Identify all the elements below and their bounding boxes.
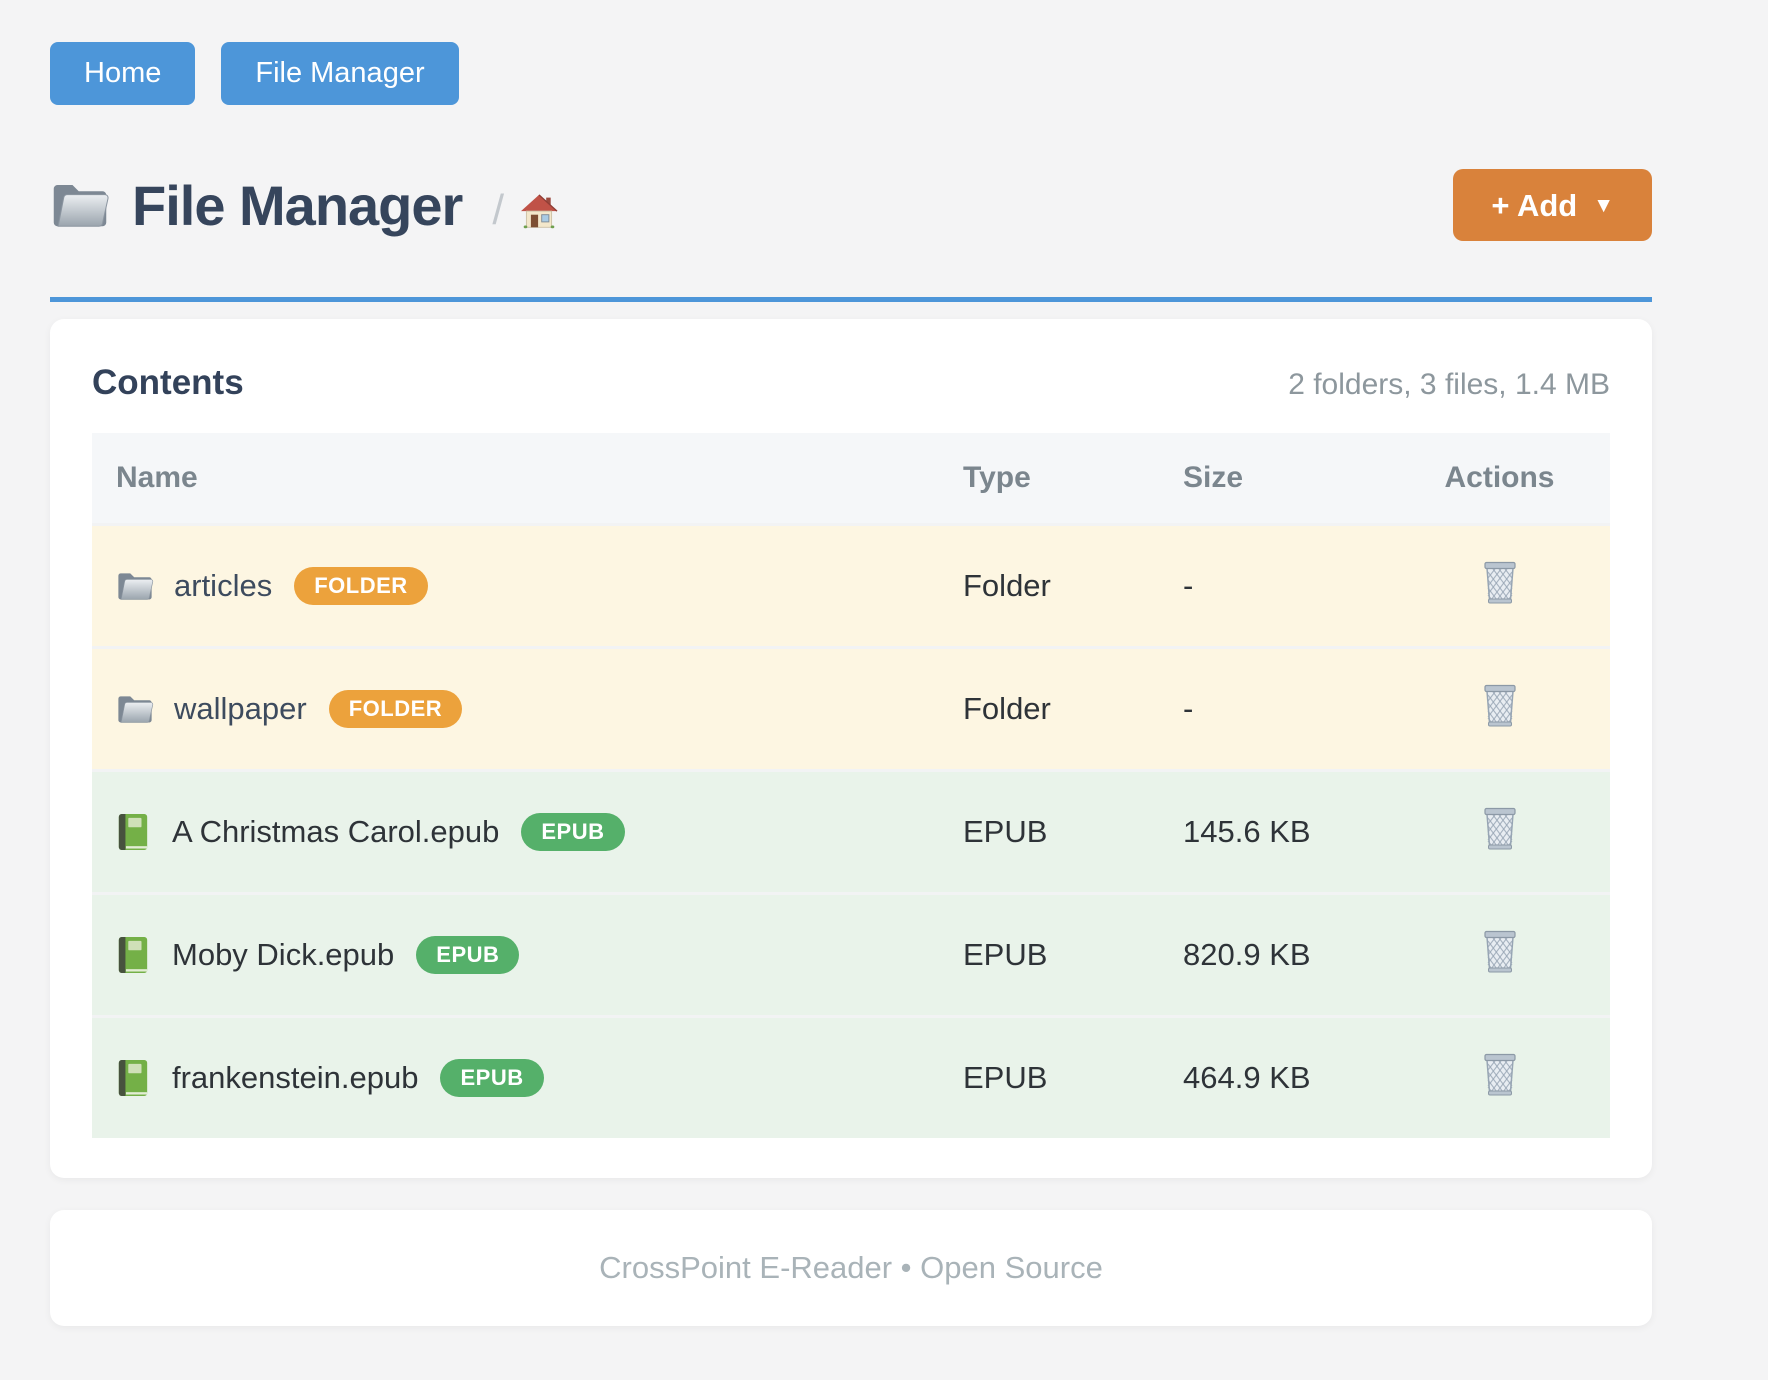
folder-badge: FOLDER: [328, 690, 463, 728]
epub-badge: EPUB: [521, 813, 625, 851]
contents-card: Contents 2 folders, 3 files, 1.4 MB Name…: [50, 319, 1652, 1178]
page-title: File Manager: [132, 173, 463, 237]
item-name[interactable]: frankenstein.epub: [172, 1060, 419, 1095]
add-button-label: + Add: [1491, 187, 1578, 223]
item-name[interactable]: articles: [174, 568, 273, 603]
item-type: Folder: [963, 691, 1051, 726]
item-size: -: [1183, 568, 1194, 603]
files-table: Name Type Size Actions articles FOLDER: [92, 433, 1610, 1138]
house-icon[interactable]: [520, 194, 558, 230]
trash-icon: [1480, 559, 1520, 605]
item-name[interactable]: wallpaper: [174, 691, 307, 726]
footer-text: CrossPoint E-Reader • Open Source: [599, 1250, 1103, 1285]
column-header-size: Size: [1159, 433, 1389, 525]
epub-badge: EPUB: [440, 1059, 544, 1097]
nav-home-button[interactable]: Home: [50, 42, 196, 105]
trash-icon: [1480, 805, 1520, 851]
item-name[interactable]: Moby Dick.epub: [172, 937, 395, 972]
table-row: A Christmas Carol.epub EPUB EPUB 145.6 K…: [92, 770, 1610, 894]
delete-button[interactable]: [1480, 1051, 1520, 1097]
folder-icon: [116, 692, 154, 726]
delete-button[interactable]: [1480, 928, 1520, 974]
item-size: 464.9 KB: [1183, 1060, 1311, 1095]
column-header-name: Name: [92, 433, 939, 525]
title-divider: [50, 297, 1652, 302]
chevron-down-icon: ▼: [1593, 193, 1614, 217]
nav-file-manager-button[interactable]: File Manager: [221, 42, 459, 105]
item-name[interactable]: A Christmas Carol.epub: [172, 814, 500, 849]
item-type: Folder: [963, 568, 1051, 603]
top-navigation: Home File Manager: [50, 42, 1652, 105]
item-type: EPUB: [963, 1060, 1048, 1095]
delete-button[interactable]: [1480, 805, 1520, 851]
green-book-icon: [116, 935, 150, 975]
column-header-type: Type: [939, 433, 1159, 525]
table-row: wallpaper FOLDER Folder -: [92, 647, 1610, 771]
epub-badge: EPUB: [416, 936, 520, 974]
item-size: -: [1183, 691, 1194, 726]
item-size: 820.9 KB: [1183, 937, 1311, 972]
column-header-actions: Actions: [1389, 433, 1610, 525]
table-row: Moby Dick.epub EPUB EPUB 820.9 KB: [92, 893, 1610, 1017]
table-header-row: Name Type Size Actions: [92, 433, 1610, 525]
breadcrumb-separator: /: [492, 186, 504, 233]
add-button[interactable]: + Add ▼: [1453, 169, 1652, 241]
folder-badge: FOLDER: [294, 567, 428, 605]
table-row: articles FOLDER Folder -: [92, 524, 1610, 648]
folder-icon: [50, 180, 110, 230]
table-row: frankenstein.epub EPUB EPUB 464.9 KB: [92, 1016, 1610, 1138]
green-book-icon: [116, 812, 150, 852]
item-type: EPUB: [963, 937, 1048, 972]
contents-heading: Contents: [92, 363, 244, 402]
title-wrap: File Manager /: [50, 173, 558, 238]
trash-icon: [1480, 928, 1520, 974]
delete-button[interactable]: [1480, 559, 1520, 605]
item-size: 145.6 KB: [1183, 814, 1311, 849]
page-header: File Manager / + Add ▼: [50, 169, 1652, 241]
folder-icon: [116, 569, 154, 603]
footer-card: CrossPoint E-Reader • Open Source: [50, 1210, 1652, 1326]
contents-summary: 2 folders, 3 files, 1.4 MB: [1288, 368, 1610, 401]
trash-icon: [1480, 1051, 1520, 1097]
delete-button[interactable]: [1480, 682, 1520, 728]
item-type: EPUB: [963, 814, 1048, 849]
contents-header: Contents 2 folders, 3 files, 1.4 MB: [92, 363, 1610, 403]
green-book-icon: [116, 1058, 150, 1098]
trash-icon: [1480, 682, 1520, 728]
